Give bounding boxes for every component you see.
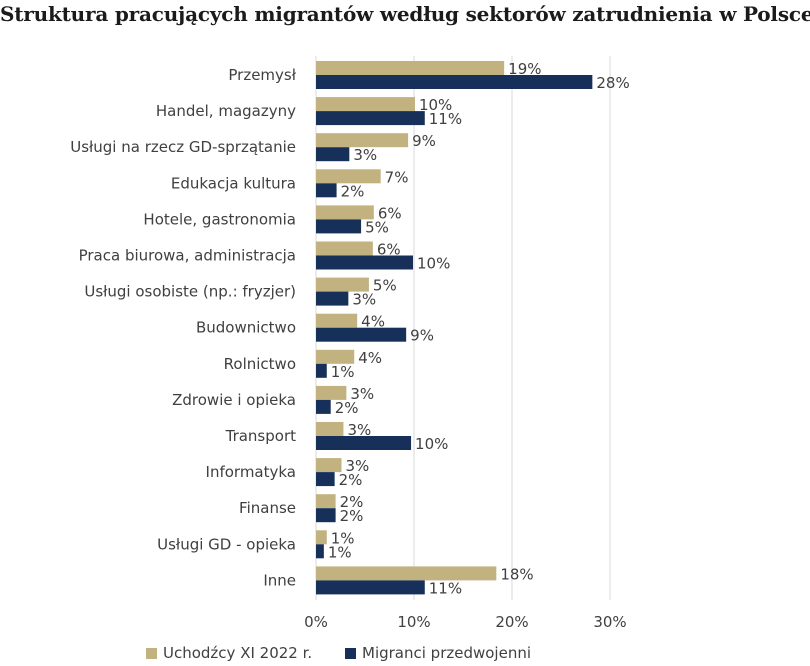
category-label: Budownictwo bbox=[196, 319, 296, 337]
value-label: 4% bbox=[358, 349, 382, 367]
value-label: 28% bbox=[596, 74, 629, 92]
bar-refugees bbox=[316, 385, 347, 400]
bar-prewar-migrants bbox=[316, 472, 335, 487]
bar-prewar-migrants bbox=[316, 183, 337, 198]
value-label: 4% bbox=[361, 313, 385, 331]
bar-refugees bbox=[316, 61, 505, 75]
bar-refugees bbox=[316, 277, 369, 292]
bar-refugees bbox=[316, 313, 358, 328]
value-label: 2% bbox=[340, 493, 364, 511]
value-label: 1% bbox=[331, 363, 355, 381]
value-label: 3% bbox=[353, 146, 377, 164]
value-label: 3% bbox=[350, 385, 374, 403]
chart-title: Struktura pracujących migrantów według s… bbox=[0, 2, 810, 26]
bars bbox=[316, 61, 593, 595]
category-label: Finanse bbox=[239, 499, 296, 517]
x-tick-labels: 0% 10% 20% 30% bbox=[304, 613, 627, 631]
legend-item-prewar-migrants: Migranci przedwojenni bbox=[345, 644, 531, 662]
value-label: 2% bbox=[339, 471, 363, 489]
value-label: 10% bbox=[419, 96, 452, 114]
category-label: Usługi na rzecz GD-sprzątanie bbox=[70, 138, 296, 156]
category-label: Informatyka bbox=[206, 463, 296, 481]
value-label: 2% bbox=[340, 507, 364, 525]
value-label: 7% bbox=[385, 168, 409, 186]
category-label: Usługi osobiste (np.: fryzjer) bbox=[84, 283, 296, 301]
x-tick-label: 20% bbox=[495, 613, 528, 631]
bar-prewar-migrants bbox=[316, 111, 425, 126]
legend: Uchodźcy XI 2022 r. Migranci przedwojenn… bbox=[0, 644, 810, 664]
bar-prewar-migrants bbox=[316, 219, 362, 234]
category-label: Hotele, gastronomia bbox=[143, 210, 296, 228]
value-label: 3% bbox=[347, 421, 371, 439]
value-label: 2% bbox=[341, 182, 365, 200]
legend-swatch-prewar-migrants bbox=[345, 647, 356, 659]
value-label: 11% bbox=[429, 110, 462, 128]
value-label: 1% bbox=[331, 529, 355, 547]
value-label: 19% bbox=[508, 60, 541, 78]
category-labels: Przemysł Handel, magazyny Usługi na rzecz … bbox=[70, 66, 297, 589]
value-label: 1% bbox=[328, 543, 352, 561]
bar-refugees bbox=[316, 566, 497, 581]
bar-refugees bbox=[316, 169, 381, 184]
category-label: Praca biurowa, administracja bbox=[79, 247, 296, 265]
bar-refugees bbox=[316, 458, 342, 473]
x-tick-label: 10% bbox=[397, 613, 430, 631]
category-label: Przemysł bbox=[228, 66, 296, 84]
category-label: Inne bbox=[263, 571, 296, 589]
x-tick-label: 0% bbox=[304, 613, 328, 631]
bar-prewar-migrants bbox=[316, 75, 593, 89]
bar-prewar-migrants bbox=[316, 399, 331, 414]
bar-refugees bbox=[316, 494, 336, 509]
value-label: 9% bbox=[410, 327, 434, 345]
value-label: 3% bbox=[345, 457, 369, 475]
legend-label-refugees: Uchodźcy XI 2022 r. bbox=[163, 644, 313, 662]
value-label: 10% bbox=[417, 255, 450, 273]
value-label: 5% bbox=[365, 218, 389, 236]
category-label: Handel, magazyny bbox=[156, 102, 296, 120]
category-label: Usługi GD - opieka bbox=[157, 535, 296, 553]
bar-refugees bbox=[316, 205, 374, 220]
category-label: Zdrowie i opieka bbox=[172, 391, 296, 409]
value-label: 3% bbox=[352, 291, 376, 309]
bar-refugees bbox=[316, 97, 415, 112]
bar-prewar-migrants bbox=[316, 255, 414, 270]
bar-refugees bbox=[316, 422, 344, 436]
category-label: Transport bbox=[225, 427, 297, 445]
bar-refugees bbox=[316, 349, 355, 364]
category-label: Rolnictwo bbox=[224, 355, 296, 373]
value-label: 6% bbox=[378, 204, 402, 222]
bar-prewar-migrants bbox=[316, 544, 324, 559]
bar-prewar-migrants bbox=[316, 291, 349, 306]
bar-prewar-migrants bbox=[316, 436, 412, 450]
bar-prewar-migrants bbox=[316, 580, 425, 595]
bar-prewar-migrants bbox=[316, 508, 336, 523]
value-label: 10% bbox=[415, 435, 448, 453]
value-label: 9% bbox=[412, 132, 436, 150]
bar-prewar-migrants bbox=[316, 363, 327, 378]
bar-refugees bbox=[316, 133, 409, 148]
legend-label-prewar-migrants: Migranci przedwojenni bbox=[362, 644, 532, 662]
bar-refugees bbox=[316, 241, 373, 256]
bar-prewar-migrants bbox=[316, 147, 350, 162]
x-tick-label: 30% bbox=[593, 613, 626, 631]
category-label: Edukacja kultura bbox=[171, 174, 296, 192]
bar-prewar-migrants bbox=[316, 327, 407, 342]
bar-refugees bbox=[316, 530, 327, 545]
legend-swatch-refugees bbox=[146, 647, 157, 659]
legend-item-refugees: Uchodźcy XI 2022 r. bbox=[146, 644, 312, 662]
value-label: 2% bbox=[335, 399, 359, 417]
value-label: 5% bbox=[373, 277, 397, 295]
value-label: 11% bbox=[429, 579, 462, 597]
value-label: 6% bbox=[377, 241, 401, 259]
value-labels: 19%28%10%11%9%3%7%2%6%5%6%10%5%3%4%9%4%1… bbox=[328, 60, 630, 597]
value-label: 18% bbox=[500, 565, 533, 583]
